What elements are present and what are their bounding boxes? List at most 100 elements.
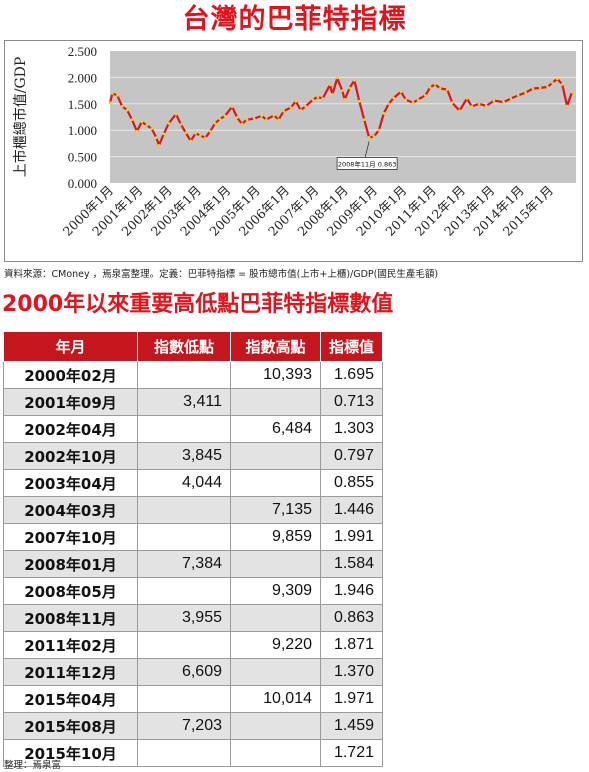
data-point: [230, 105, 234, 109]
data-point: [357, 99, 361, 103]
table-row: 2008年05月 9,309 1.946: [3, 577, 383, 605]
table-row: 2015年10月 1.721: [3, 739, 383, 767]
data-point: [509, 97, 513, 100]
data-point: [155, 136, 158, 139]
data-point: [445, 88, 449, 91]
cell-indicator-value: 1.370: [320, 658, 383, 686]
table-row: 2015年08月 7,203 1.459: [3, 712, 383, 740]
cell-index-low: [137, 739, 231, 767]
data-point: [223, 114, 227, 118]
cell-index-low: [137, 496, 231, 524]
header-month: 年月: [3, 331, 138, 362]
data-point: [404, 98, 408, 101]
cell-indicator-value: 0.863: [320, 604, 383, 632]
data-point: [140, 120, 144, 124]
cell-month: 2000年02月: [3, 361, 138, 389]
data-point: [203, 136, 207, 140]
data-point: [245, 118, 249, 121]
cell-month: 2003年04月: [3, 469, 138, 497]
data-point: [524, 91, 527, 95]
annotation-box: [336, 157, 398, 170]
data-point: [265, 118, 268, 121]
data-point: [130, 118, 134, 121]
table-row: 2000年02月 10,393 1.695: [3, 361, 383, 389]
data-point: [470, 105, 474, 108]
data-point: [111, 92, 114, 95]
data-point: [531, 87, 535, 90]
data-point: [299, 108, 303, 112]
table-row: 2008年01月 7,384 1.584: [3, 550, 383, 578]
data-point: [367, 136, 371, 139]
data-point: [477, 102, 481, 106]
data-point: [184, 131, 188, 135]
cell-month: 2015年08月: [3, 712, 138, 740]
y-tick-label: 1.000: [68, 123, 97, 138]
data-point: [565, 104, 569, 108]
cell-index-low: 3,845: [137, 442, 231, 470]
y-tick-label: 0.500: [68, 150, 97, 165]
cell-indicator-value: 1.946: [320, 577, 383, 605]
data-point: [362, 118, 366, 121]
data-point: [252, 117, 256, 120]
cell-indicator-value: 1.584: [320, 550, 383, 578]
cell-index-low: [137, 523, 231, 551]
data-point: [199, 134, 202, 137]
table-row: 2002年10月 3,845 0.797: [3, 442, 383, 470]
data-point: [235, 116, 239, 119]
cell-index-high: 9,220: [230, 631, 321, 659]
footer-note: 整理：焉泉富: [4, 760, 62, 771]
table-body: 2000年02月 10,393 1.695 2001年09月 3,411 0.713 200…: [3, 361, 383, 767]
data-point: [294, 99, 298, 103]
data-point: [321, 97, 325, 100]
cell-index-low: 3,411: [137, 388, 231, 416]
data-point: [316, 95, 320, 99]
cell-index-low: 7,384: [137, 550, 231, 578]
data-point: [179, 123, 183, 126]
data-point: [277, 118, 281, 121]
data-point: [387, 102, 391, 106]
data-point: [465, 97, 469, 100]
cell-indicator-value: 1.971: [320, 685, 383, 713]
data-point: [272, 114, 276, 117]
header-index-high: 指數高點: [230, 331, 321, 362]
buffett-indicator-table: 年月 指數低點 指數高點 指標值 2000年02月 10,393 1.695 2001…: [3, 331, 383, 767]
data-point: [120, 105, 124, 108]
data-point: [162, 132, 166, 136]
chart-main-title: 台灣的巴菲特指標: [182, 4, 407, 35]
data-point: [145, 124, 149, 127]
data-point: [485, 104, 488, 108]
data-point: [108, 101, 112, 105]
annotation-callout: 2008年11月 0.863: [336, 141, 398, 170]
data-point: [218, 117, 222, 121]
cell-indicator-value: 1.459: [320, 712, 383, 740]
annotation-leader: [364, 141, 370, 158]
data-point: [428, 86, 432, 89]
cell-index-low: 6,609: [137, 658, 231, 686]
data-point: [340, 89, 344, 92]
data-point: [423, 94, 427, 97]
data-point: [382, 111, 386, 115]
header-index-low: 指數低點: [137, 331, 231, 362]
table-row: 2008年11月 3,955 0.863: [3, 604, 383, 632]
cell-index-high: 7,135: [230, 496, 321, 524]
data-point: [492, 99, 496, 102]
cell-index-high: 10,393: [230, 361, 321, 389]
cell-month: 2004年03月: [3, 496, 138, 524]
cell-indicator-value: 1.303: [320, 415, 383, 443]
table-row: 2002年04月 6,484 1.303: [3, 415, 383, 443]
y-tick-label: 2.000: [68, 70, 97, 85]
cell-index-high: 10,014: [230, 685, 321, 713]
cell-indicator-value: 0.855: [320, 469, 383, 497]
data-point: [125, 108, 129, 112]
cell-indicator-value: 0.713: [320, 388, 383, 416]
cell-month: 2008年01月: [3, 550, 138, 578]
data-point: [331, 92, 334, 96]
data-point: [551, 81, 554, 85]
table-title: 2000年以來重要高低點巴菲特指標數值: [2, 292, 394, 317]
data-point: [208, 129, 212, 133]
y-tick-label: 1.500: [68, 97, 97, 112]
data-point: [311, 98, 315, 101]
table-row: 2004年03月 7,135 1.446: [3, 496, 383, 524]
data-point: [282, 109, 285, 113]
data-point: [377, 128, 381, 132]
